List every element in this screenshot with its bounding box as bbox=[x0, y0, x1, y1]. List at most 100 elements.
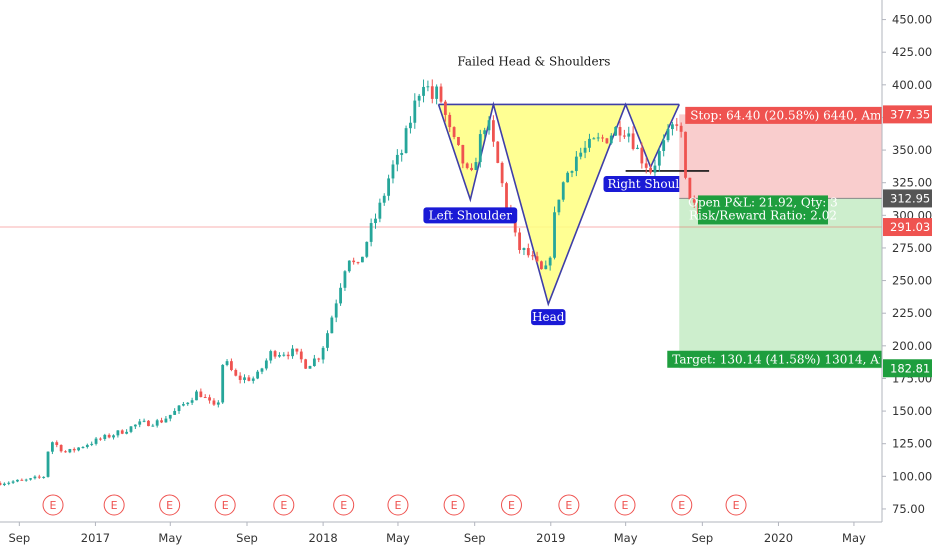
pattern-fill bbox=[625, 104, 680, 168]
earnings-marker[interactable] bbox=[443, 494, 465, 516]
stop-price-tag: 377.35 bbox=[890, 107, 930, 121]
x-tick-label: 2017 bbox=[81, 531, 110, 545]
candle-body bbox=[352, 260, 356, 263]
candle-body bbox=[164, 418, 168, 423]
x-tick-label: May bbox=[614, 531, 638, 545]
candle-body bbox=[151, 425, 155, 427]
earnings-marker[interactable] bbox=[614, 494, 636, 516]
candle-body bbox=[356, 262, 360, 264]
candle-body bbox=[400, 153, 404, 155]
earnings-marker[interactable] bbox=[103, 494, 125, 516]
candle-body bbox=[216, 402, 220, 405]
earnings-marker[interactable] bbox=[273, 494, 295, 516]
candle-body bbox=[103, 434, 107, 440]
candle-body bbox=[221, 364, 225, 403]
earnings-marker[interactable] bbox=[671, 494, 693, 516]
earnings-marker-label: E bbox=[50, 499, 57, 512]
candle-body bbox=[199, 391, 203, 398]
left-shoulder-label-box bbox=[423, 207, 518, 224]
candle-body bbox=[526, 248, 530, 256]
candles bbox=[0, 79, 701, 487]
candle-body bbox=[129, 426, 133, 432]
candle-body bbox=[230, 361, 233, 370]
target-price-tag-box bbox=[883, 359, 932, 378]
candle-body bbox=[0, 482, 2, 486]
candle-body bbox=[640, 147, 644, 164]
candle-body bbox=[588, 138, 591, 148]
price-labels: 377.35 312.95 291.03 182.81 bbox=[883, 105, 932, 378]
candle-body bbox=[107, 434, 111, 438]
y-tick-label: 350.00 bbox=[892, 143, 932, 157]
candle-body bbox=[596, 137, 600, 139]
candle-body bbox=[422, 86, 425, 96]
candle-body bbox=[636, 147, 639, 149]
earnings-marker[interactable] bbox=[725, 494, 747, 516]
candle-body bbox=[592, 138, 596, 140]
earnings-marker[interactable] bbox=[500, 494, 522, 516]
candle-body bbox=[474, 162, 478, 170]
y-tick-label: 225.00 bbox=[892, 306, 932, 320]
earnings-marker[interactable] bbox=[387, 494, 409, 516]
earnings-marker-label: E bbox=[166, 499, 173, 512]
candle-body bbox=[361, 256, 364, 263]
earnings-marker-label: E bbox=[565, 499, 572, 512]
candle-body bbox=[518, 232, 521, 250]
candle-body bbox=[247, 377, 251, 381]
candle-body bbox=[330, 317, 334, 334]
candle-body bbox=[225, 361, 229, 365]
candle-body bbox=[649, 167, 652, 173]
candle-body bbox=[548, 257, 552, 266]
right-shoulder-label-box bbox=[603, 176, 680, 193]
earnings-marker[interactable] bbox=[159, 494, 181, 516]
earnings-marker[interactable] bbox=[333, 494, 355, 516]
candle-body bbox=[583, 147, 587, 153]
candle-body bbox=[601, 137, 604, 139]
y-tick-label: 150.00 bbox=[892, 404, 932, 418]
earnings-marker-label: E bbox=[451, 499, 458, 512]
candle-body bbox=[147, 420, 150, 427]
candle-body bbox=[692, 199, 696, 203]
candle-body bbox=[120, 430, 124, 434]
x-tick-label: Sep bbox=[8, 531, 30, 545]
candle-body bbox=[50, 442, 54, 452]
y-tick-label: 200.00 bbox=[892, 339, 932, 353]
earnings-marker-label: E bbox=[394, 499, 401, 512]
candle-body bbox=[116, 430, 120, 436]
earnings-marker[interactable] bbox=[42, 494, 64, 516]
candle-body bbox=[177, 405, 181, 411]
target-label-box bbox=[667, 350, 882, 368]
earnings-marker-label: E bbox=[508, 499, 515, 512]
candle-body bbox=[286, 354, 290, 357]
candle-body bbox=[260, 368, 264, 372]
candle-body bbox=[513, 221, 517, 233]
candle-body bbox=[256, 371, 260, 379]
candle-body bbox=[688, 177, 692, 200]
candle-body bbox=[160, 420, 163, 423]
x-axis[interactable]: Sep 2017 May Sep 2018 May Sep 2019 May Sep 2020 May bbox=[8, 522, 866, 545]
earnings-marker[interactable] bbox=[558, 494, 580, 516]
candle-body bbox=[234, 369, 238, 376]
candle-body bbox=[291, 348, 294, 357]
candle-body bbox=[426, 86, 430, 88]
candle-body bbox=[299, 351, 303, 360]
candle-body bbox=[374, 218, 377, 224]
head-label: Head bbox=[532, 310, 565, 324]
candle-body bbox=[11, 481, 15, 483]
x-tick-label: May bbox=[158, 531, 182, 545]
candle-body bbox=[365, 241, 369, 257]
candle-body bbox=[496, 141, 500, 163]
candle-body bbox=[347, 260, 351, 272]
earnings-marker-label: E bbox=[280, 499, 287, 512]
earnings-marker-label: E bbox=[733, 499, 740, 512]
target-price-tag: 182.81 bbox=[890, 361, 930, 375]
earnings-marker-label: E bbox=[222, 499, 229, 512]
left-shoulder-label: Left Shoulder bbox=[429, 208, 513, 222]
candle-body bbox=[99, 438, 102, 440]
candle-body bbox=[186, 402, 190, 405]
candle-body bbox=[42, 476, 46, 478]
current-price-tag-box bbox=[883, 218, 932, 237]
pnl-label: Open P&L: 21.92, Qty: 3 bbox=[688, 195, 838, 209]
candle-body bbox=[68, 449, 72, 453]
earnings-marker[interactable] bbox=[214, 494, 236, 516]
